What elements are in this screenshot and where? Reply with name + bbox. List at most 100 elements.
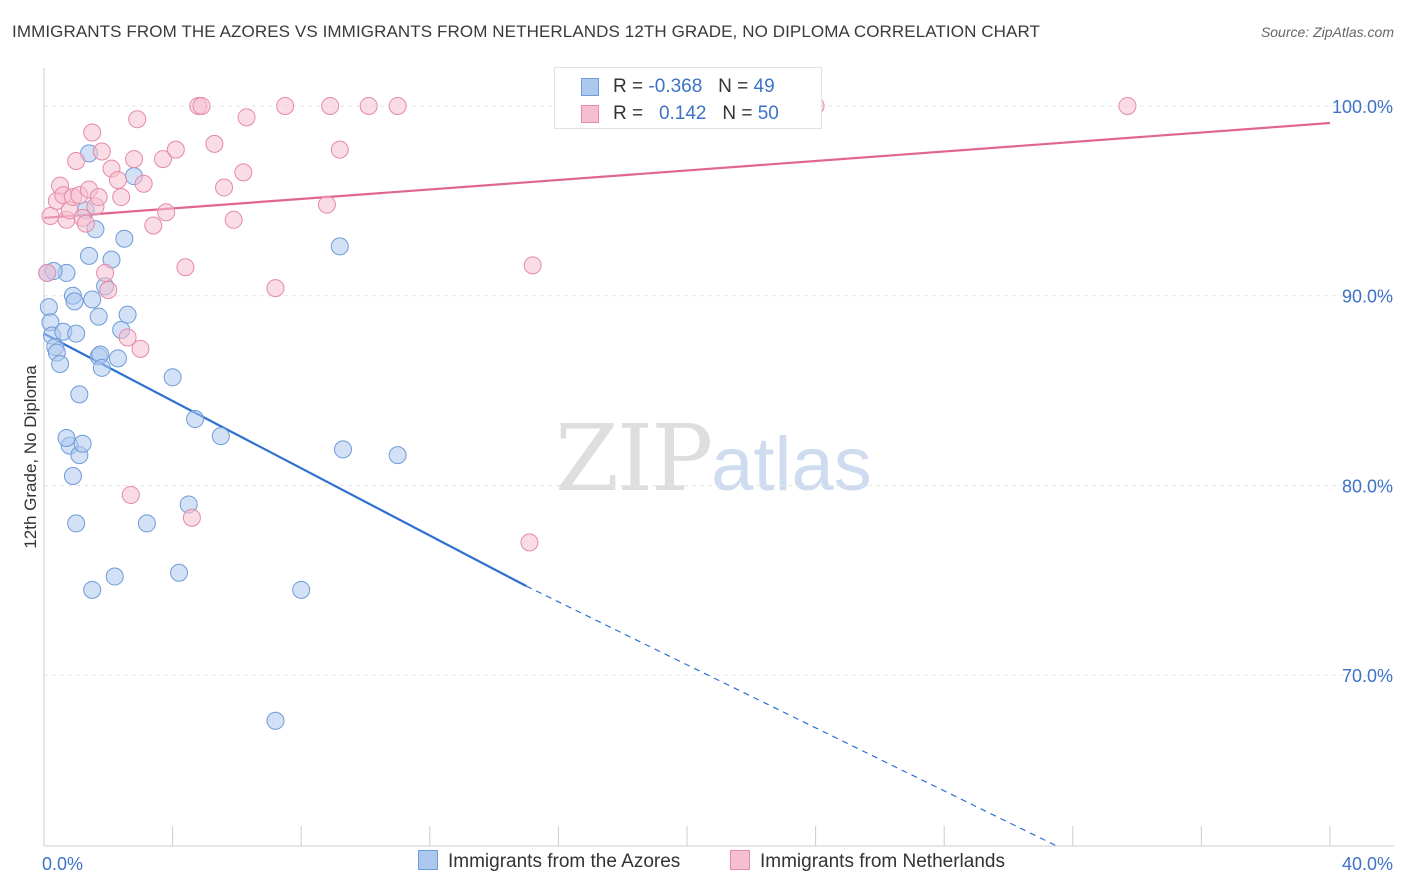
legend-item-azores: Immigrants from the Azores xyxy=(418,850,680,873)
azores-point xyxy=(330,237,349,256)
netherlands-point xyxy=(234,163,253,182)
y-axis-label: 12th Grade, No Diploma xyxy=(21,365,40,549)
legend-netherlands-swatch xyxy=(730,850,750,870)
azores-swatch xyxy=(581,78,599,96)
azores-point xyxy=(108,349,127,368)
x-tick-label: 40.0% xyxy=(1342,854,1393,874)
trend-layer xyxy=(43,121,1331,847)
netherlands-stats: R = 0.142 N = 50 xyxy=(613,103,779,124)
netherlands-point xyxy=(1118,96,1137,115)
azores-trend-line xyxy=(43,332,527,588)
netherlands-point xyxy=(131,339,150,358)
netherlands-point xyxy=(520,533,539,552)
azores-point xyxy=(211,427,230,446)
netherlands-point xyxy=(266,279,285,298)
netherlands-point xyxy=(237,108,256,127)
netherlands-point xyxy=(153,150,172,169)
netherlands-point xyxy=(317,195,336,214)
netherlands-point xyxy=(92,142,111,161)
stats-legend-row-netherlands: R = 0.142 N = 50 xyxy=(555,101,821,127)
stats-legend-row-azores: R = -0.368 N = 49 xyxy=(555,74,821,100)
netherlands-point xyxy=(321,96,340,115)
netherlands-point xyxy=(121,485,140,504)
y-tick-label: 90.0% xyxy=(1342,287,1393,307)
netherlands-point xyxy=(192,96,211,115)
axis-layer xyxy=(43,68,1394,847)
azores-point xyxy=(73,434,92,453)
azores-point xyxy=(89,307,108,326)
netherlands-point xyxy=(67,151,86,170)
legend-azores-label: Immigrants from the Azores xyxy=(448,851,681,872)
x-tick-label: 0.0% xyxy=(42,854,83,874)
netherlands-point xyxy=(523,256,542,275)
azores-point xyxy=(118,305,137,324)
azores-point xyxy=(70,385,89,404)
legend-item-netherlands: Immigrants from Netherlands xyxy=(730,850,1005,873)
azores-trend-extension xyxy=(525,585,1057,847)
netherlands-point xyxy=(157,203,176,222)
y-tick-label: 80.0% xyxy=(1342,476,1393,496)
azores-point xyxy=(57,429,76,448)
netherlands-point xyxy=(176,258,195,277)
azores-point xyxy=(163,368,182,387)
point-layer xyxy=(38,96,1137,730)
netherlands-point xyxy=(144,216,163,235)
label-layer: 70.0% 80.0% 90.0% 100.0% 0.0% 40.0% 12th Grade… xyxy=(21,97,1393,874)
azores-point xyxy=(63,466,82,485)
netherlands-point xyxy=(330,140,349,159)
source-label: Source: ZipAtlas.com xyxy=(1260,24,1394,40)
netherlands-point xyxy=(205,134,224,153)
azores-point xyxy=(170,563,189,582)
netherlands-point xyxy=(83,123,102,142)
netherlands-point xyxy=(89,188,108,207)
netherlands-point xyxy=(112,188,131,207)
netherlands-point xyxy=(38,263,57,282)
azores-point xyxy=(388,446,407,465)
azores-point xyxy=(186,410,205,429)
grid-layer xyxy=(44,105,1394,676)
netherlands-point xyxy=(128,110,147,129)
netherlands-point xyxy=(182,508,201,527)
azores-point xyxy=(65,292,84,311)
azores-point xyxy=(51,355,70,374)
netherlands-point xyxy=(41,207,60,226)
netherlands-swatch xyxy=(581,105,599,123)
azores-point xyxy=(115,229,134,248)
azores-point xyxy=(67,324,86,343)
netherlands-point xyxy=(108,170,127,189)
netherlands-point xyxy=(166,140,185,159)
y-tick-label: 70.0% xyxy=(1342,666,1393,686)
netherlands-point xyxy=(215,178,234,197)
azores-point xyxy=(83,580,102,599)
watermark-atlas: atlas xyxy=(711,422,872,507)
netherlands-point xyxy=(76,214,95,233)
azores-point xyxy=(67,514,86,533)
azores-point xyxy=(266,711,285,730)
azores-point xyxy=(83,290,102,309)
series-legend: Immigrants from the Azores Immigrants fr… xyxy=(0,850,1406,878)
azores-point xyxy=(333,440,352,459)
netherlands-point xyxy=(96,263,115,282)
legend-azores-swatch xyxy=(418,850,438,870)
azores-stats: R = -0.368 N = 49 xyxy=(613,76,775,97)
azores-point xyxy=(92,358,111,377)
azores-point xyxy=(105,567,124,586)
y-tick-label: 100.0% xyxy=(1332,97,1393,117)
watermark: ZIPatlas xyxy=(555,405,872,512)
netherlands-point xyxy=(125,150,144,169)
netherlands-point xyxy=(224,210,243,229)
netherlands-point xyxy=(99,281,118,300)
stats-legend: R = -0.368 N = 49 R = 0.142 N = 50 xyxy=(554,67,822,129)
chart-title: IMMIGRANTS FROM THE AZORES VS IMMIGRANTS… xyxy=(12,22,1041,41)
legend-netherlands-label: Immigrants from Netherlands xyxy=(760,851,1005,872)
azores-point xyxy=(137,514,156,533)
azores-point xyxy=(39,298,58,317)
netherlands-point xyxy=(388,96,407,115)
watermark-zip: ZIP xyxy=(555,405,713,512)
netherlands-point xyxy=(276,96,295,115)
azores-point xyxy=(80,246,99,265)
netherlands-point xyxy=(118,328,137,347)
netherlands-point xyxy=(359,96,378,115)
netherlands-point xyxy=(134,174,153,193)
